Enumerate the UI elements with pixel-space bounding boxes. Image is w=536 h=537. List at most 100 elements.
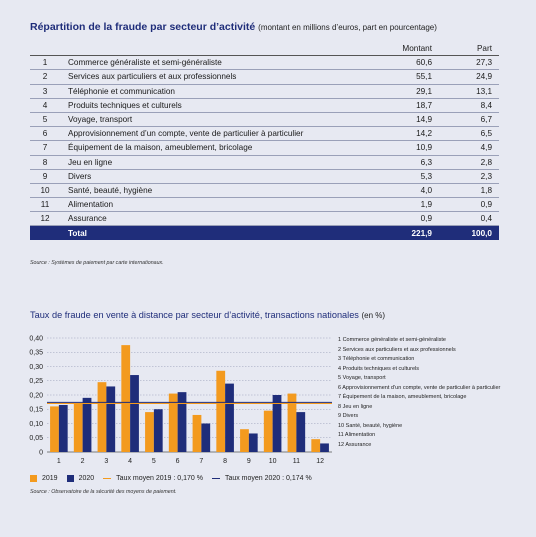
row-montant: 4,0 (372, 183, 432, 199)
x-tick-label: 5 (152, 458, 156, 465)
table-row: 3 Téléphonie et communication 29,1 13,1 (30, 84, 499, 99)
table-row: 4 Produits techniques et culturels 18,7 8,4 (30, 98, 499, 113)
category-legend-item: 7 Équipement de la maison, ameublement, … (338, 394, 467, 401)
x-tick-label: 4 (128, 458, 132, 465)
total-num (30, 225, 60, 240)
total-label: Total (60, 225, 372, 240)
bar-2019-3 (97, 382, 107, 452)
row-montant: 60,6 (372, 55, 432, 71)
chart-title-main: Taux de fraude en vente à distance par s… (30, 310, 359, 320)
row-num: 9 (30, 169, 60, 184)
row-montant: 10,9 (372, 140, 432, 156)
y-tick-label: 0,05 (29, 435, 43, 442)
table-row: 8 Jeu en ligne 6,3 2,8 (30, 155, 499, 170)
bar-2020-11 (296, 412, 306, 452)
table-row: 6 Approvisionnement d’un compte, vente de… (30, 126, 499, 142)
legend-2019-swatch (30, 475, 37, 482)
table-title-main: Répartition de la fraude par secteur d’a… (30, 21, 256, 33)
row-label: Assurance (60, 211, 372, 227)
bar-2019-8 (216, 370, 226, 452)
row-num: 5 (30, 112, 60, 128)
chart-y-ticks: 0 0,05 0,10 0,15 0,20 0,25 0,30 0,35 0,40 (29, 335, 43, 456)
row-label: Santé, beauté, hygiène (60, 183, 372, 199)
table-row: 11 Alimentation 1,9 0,9 (30, 197, 499, 213)
row-label: Approvisionnement d’un compte, vente de … (60, 126, 372, 142)
chart-x-ticks: 1 2 3 4 5 6 7 8 9 10 11 12 (57, 458, 324, 465)
x-tick-label: 7 (199, 458, 203, 465)
table-row: 1 Commerce généraliste et semi-généralist… (30, 55, 499, 71)
x-tick-label: 10 (269, 458, 277, 465)
bar-2020-5 (153, 409, 163, 452)
table-row: 10 Santé, beauté, hygiène 4,0 1,8 (30, 183, 499, 199)
bar-2020-2 (82, 397, 92, 452)
table-title: Répartition de la fraude par secteur d’a… (30, 21, 437, 33)
bar-2019-1 (50, 406, 59, 452)
table-source: Source : Systèmes de paiement par carte … (30, 260, 164, 266)
table-row: 12 Assurance 0,9 0,4 (30, 211, 499, 227)
row-part: 8,4 (432, 98, 499, 113)
row-montant: 0,9 (372, 211, 432, 227)
row-montant: 14,2 (372, 126, 432, 142)
table-row: 7 Équipement de la maison, ameublement, b… (30, 140, 499, 156)
legend-2020-label: 2020 (78, 475, 95, 482)
row-montant: 29,1 (372, 84, 432, 99)
header-num (30, 42, 60, 57)
chart-bars (50, 345, 329, 452)
category-legend-item: 1 Commerce généraliste et semi-généralis… (338, 337, 446, 343)
bar-2020-7 (201, 423, 211, 452)
row-num: 6 (30, 126, 60, 142)
chart-average-lines (47, 401, 332, 405)
row-label: Équipement de la maison, ameublement, br… (60, 140, 372, 156)
row-num: 10 (30, 183, 60, 199)
row-label: Téléphonie et communication (60, 84, 372, 99)
bar-2019-11 (287, 393, 297, 452)
row-num: 4 (30, 98, 60, 113)
x-tick-label: 9 (247, 458, 251, 465)
bar-2020-4 (130, 375, 139, 452)
row-part: 4,9 (432, 140, 499, 156)
row-label: Produits techniques et culturels (60, 98, 372, 113)
legend-avg2019-label: Taux moyen 2019 : 0,170 % (116, 475, 203, 482)
row-part: 6,5 (432, 126, 499, 142)
bar-2019-6 (168, 393, 178, 452)
y-tick-label: 0,30 (29, 364, 43, 371)
bar-2019-10 (263, 410, 273, 452)
y-tick-label: 0,25 (29, 378, 43, 385)
header-label (60, 42, 372, 57)
row-num: 11 (30, 197, 60, 213)
bar-2019-4 (121, 345, 131, 452)
chart-category-legend: 1 Commerce généraliste et semi-généralis… (338, 336, 500, 451)
legend-2020-swatch (66, 475, 74, 482)
row-montant: 5,3 (372, 169, 432, 184)
y-tick-label: 0,35 (29, 350, 43, 357)
table-total-row: Total 221,9 100,0 (30, 225, 499, 240)
row-label: Voyage, transport (60, 112, 372, 128)
table-title-subtitle: (montant en millions d’euros, part en po… (258, 23, 437, 32)
bar-2020-12 (320, 443, 329, 452)
row-part: 1,8 (432, 183, 499, 199)
bar-2020-9 (248, 433, 258, 452)
row-part: 27,3 (432, 55, 499, 71)
row-montant: 6,3 (372, 155, 432, 170)
chart-series-legend: 2019 2020 Taux moyen 2019 : 0,170 % Taux… (30, 475, 312, 482)
row-label: Services aux particuliers et aux profess… (60, 69, 372, 85)
category-legend-item: 10 Santé, beauté, hygiène (338, 422, 403, 429)
row-montant: 18,7 (372, 98, 432, 113)
row-part: 0,9 (432, 197, 499, 213)
bar-2020-1 (58, 404, 68, 452)
row-num: 1 (30, 55, 60, 71)
category-legend-item: 4 Produits techniques et culturels (338, 365, 420, 372)
row-part: 0,4 (432, 211, 499, 227)
header-montant: Montant (372, 42, 432, 57)
table-row: 2 Services aux particuliers et aux profes… (30, 69, 499, 85)
x-tick-label: 1 (57, 458, 61, 465)
table-row: 5 Voyage, transport 14,9 6,7 (30, 112, 499, 128)
category-legend-item: 5 Voyage, transport (338, 375, 386, 382)
y-tick-label: 0 (39, 449, 43, 456)
legend-avg2020-label: Taux moyen 2020 : 0,174 % (224, 475, 312, 482)
category-legend-item: 2 Services aux particuliers et aux profe… (338, 346, 456, 353)
row-part: 2,3 (432, 169, 499, 184)
bar-2019-9 (240, 429, 249, 452)
header-part: Part (432, 42, 499, 57)
row-label: Alimentation (60, 197, 372, 213)
